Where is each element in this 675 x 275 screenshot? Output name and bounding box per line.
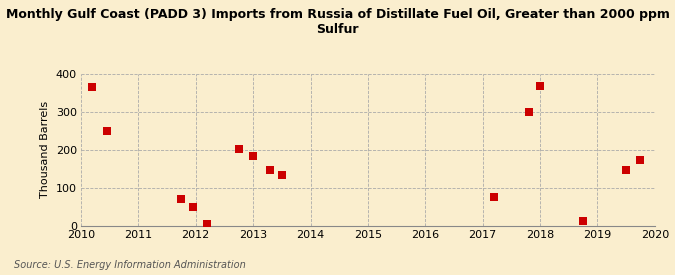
Point <box>248 153 259 158</box>
Point <box>265 168 275 172</box>
Point <box>535 83 545 88</box>
Text: Source: U.S. Energy Information Administration: Source: U.S. Energy Information Administ… <box>14 260 245 270</box>
Point <box>523 110 534 114</box>
Point <box>101 129 112 133</box>
Point <box>188 205 198 210</box>
Point <box>202 222 213 227</box>
Point <box>176 197 187 201</box>
Y-axis label: Thousand Barrels: Thousand Barrels <box>40 101 50 199</box>
Point <box>277 173 288 177</box>
Point <box>234 147 244 151</box>
Point <box>87 85 98 90</box>
Point <box>635 158 646 163</box>
Text: Monthly Gulf Coast (PADD 3) Imports from Russia of Distillate Fuel Oil, Greater : Monthly Gulf Coast (PADD 3) Imports from… <box>5 8 670 36</box>
Point <box>578 219 589 223</box>
Point <box>621 167 632 172</box>
Point <box>489 195 500 199</box>
